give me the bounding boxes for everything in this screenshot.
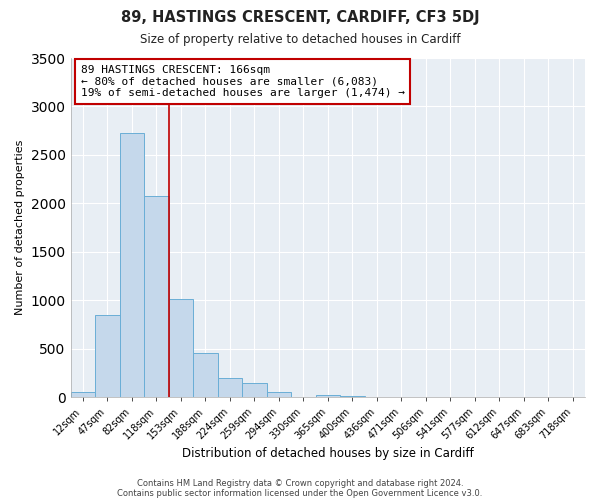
Bar (193, 354, 218, 398)
Text: Contains HM Land Registry data © Crown copyright and database right 2024.: Contains HM Land Registry data © Crown c… (137, 478, 463, 488)
Text: 89, HASTINGS CRESCENT, CARDIFF, CF3 5DJ: 89, HASTINGS CRESCENT, CARDIFF, CF3 5DJ (121, 10, 479, 25)
Bar (144, 196, 169, 398)
Y-axis label: Number of detached properties: Number of detached properties (15, 140, 25, 316)
Text: Size of property relative to detached houses in Cardiff: Size of property relative to detached ho… (140, 32, 460, 46)
Text: Contains public sector information licensed under the Open Government Licence v3: Contains public sector information licen… (118, 488, 482, 498)
Bar (266, 392, 291, 398)
Bar (340, 396, 365, 398)
Text: 89 HASTINGS CRESCENT: 166sqm
← 80% of detached houses are smaller (6,083)
19% of: 89 HASTINGS CRESCENT: 166sqm ← 80% of de… (81, 65, 405, 98)
Bar (71, 392, 95, 398)
Bar (242, 384, 266, 398)
Bar (218, 378, 242, 398)
Bar (119, 132, 144, 398)
Bar (95, 315, 119, 398)
X-axis label: Distribution of detached houses by size in Cardiff: Distribution of detached houses by size … (182, 447, 473, 460)
Bar (169, 300, 193, 398)
Bar (316, 395, 340, 398)
